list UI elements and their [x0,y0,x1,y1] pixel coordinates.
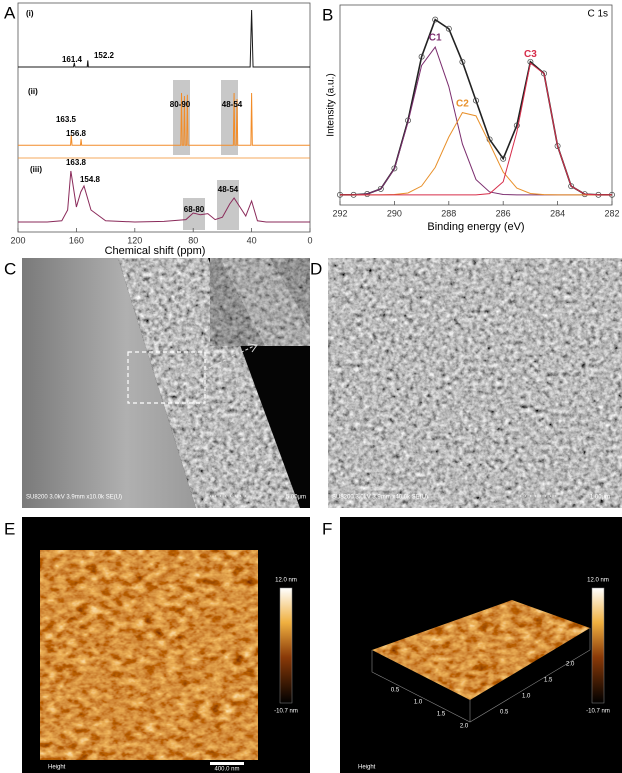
colorbar-max: 12.0 nm [275,578,297,584]
texture [328,258,622,508]
axis-tick-label: 0.5 [500,710,509,716]
x-tick-label: 282 [604,208,619,218]
data-point [432,16,439,23]
colorbar-min: -10.7 nm [274,709,298,715]
x-tick-label: 288 [441,208,456,218]
annotation: 80-90 [170,100,191,109]
x-tick-label: 40 [247,235,257,245]
axis-tick-label: 1.0 [522,694,531,700]
panel-label: F [322,519,332,538]
curve [340,112,612,196]
x-tick-label: 292 [332,208,347,218]
axis-tick-label: 1.0 [414,700,423,706]
annotation: 163.5 [56,115,77,124]
annotation: 154.8 [80,175,101,184]
curve [340,45,612,196]
layout: A B C D E F SU8200 3.0kV 3.9mm x10.0k SE… [4,2,622,773]
axis-tick-label: 0.5 [391,688,400,694]
sem-info: SU8200 3.0kV 3.9mm x40.0k SE(U) [332,495,428,501]
scale-label: 1.00μm [590,495,610,501]
annotation: 161.4 [62,55,83,64]
annotation: 163.8 [66,158,87,167]
panel-label: B [322,5,333,24]
annotation: 48-54 [222,100,243,109]
panel-label: A [4,3,16,22]
data-point [568,183,575,190]
peak-label: C2 [456,98,469,109]
shade [183,198,205,230]
zoom-box [127,351,206,404]
data-point [377,185,384,192]
colorbar-min: -10.7 nm [586,709,610,715]
y-axis-label: Intensity (a.u.) [326,73,337,136]
x-axis-label: Chemical shift (ppm) [105,245,206,257]
colorbar [279,587,293,704]
x-tick-label: 284 [550,208,565,218]
x-tick-label: 290 [387,208,402,218]
peak-label: C3 [524,49,537,60]
curve [340,62,612,196]
colorbar-max: 12.0 nm [587,578,609,584]
scale-label: 400.0 nm [214,767,239,773]
shade [221,80,238,155]
annotation: 68-80 [184,205,205,214]
sem-info: SU8200 3.0kV 3.9mm x10.0k SE(U) [26,495,122,501]
data-point [418,53,425,60]
x-tick-label: 120 [127,235,142,245]
afm-map [40,550,258,760]
data-point [391,165,398,172]
x-tick-label: 286 [496,208,511,218]
axis-tick-label: 2.0 [460,724,469,730]
spectrum [18,9,310,68]
scale-bar [210,762,244,765]
inset-img [210,258,310,346]
x-tick-label: 160 [69,235,84,245]
arrow-head [247,343,258,353]
data-point [473,97,479,104]
series-label: (ii) [28,87,38,96]
series-label: (i) [26,9,34,18]
x-axis-label: Binding energy (eV) [427,221,524,233]
frame-b [339,4,613,206]
spectrum [18,92,310,146]
x-tick-label: 80 [188,235,198,245]
x-tick-label: 0 [307,235,312,245]
annotation: 48-54 [218,185,239,194]
scale-label: 5.00μm [286,495,306,501]
series-label: (iii) [30,165,42,174]
annotation: 156.8 [66,129,87,138]
data-point [500,155,507,162]
panel-label: C [4,259,16,278]
caption: Height [48,765,66,771]
colorbar [591,587,605,704]
data-point [445,25,452,32]
data-point [513,122,520,129]
peak-label: C1 [429,33,442,44]
cross-section [22,258,196,508]
caption: Height [358,765,376,771]
spectrum [18,170,310,223]
axis-tick-label: 2.0 [566,662,575,668]
axis-tick-label: 1.5 [437,712,446,718]
data-point [486,136,493,143]
annotation: 152.2 [94,51,115,60]
zoom-arrow [204,344,257,371]
frame-a [17,2,311,233]
data-point [459,58,466,65]
panel-label: E [4,519,15,538]
chart-title: C 1s [587,9,608,20]
x-tick-label: 200 [10,235,25,245]
panel-label: D [310,259,322,278]
curve [340,18,612,196]
axis-tick-label: 1.5 [544,678,553,684]
